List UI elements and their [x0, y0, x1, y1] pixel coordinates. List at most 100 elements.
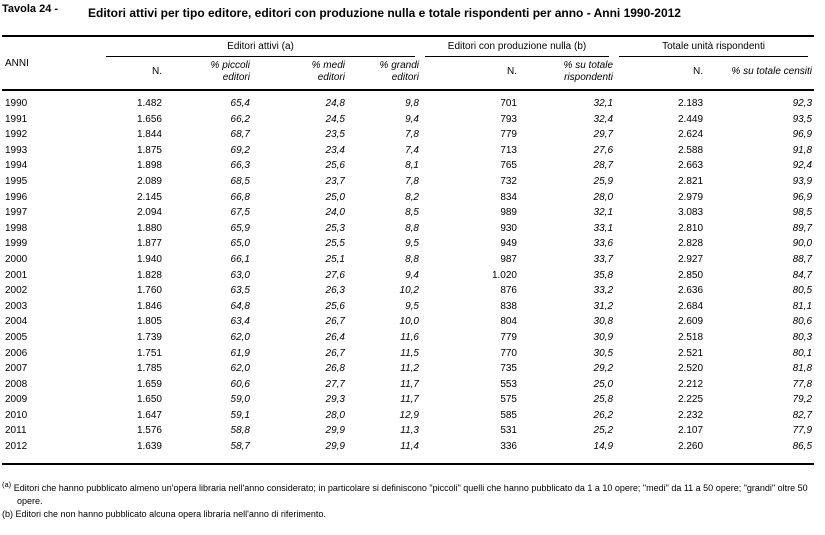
cell-pct-grandi: 7,4: [405, 144, 419, 156]
cell-pct-rispondenti: 28,0: [593, 191, 614, 203]
cell-pct-medi: 24,5: [325, 113, 345, 125]
cell-n-totale: 2.979: [677, 191, 704, 203]
group-label: Totale unità rispondenti: [619, 37, 809, 57]
cell-pct-medi: 29,3: [325, 394, 345, 406]
cell-n-attivi: 1.844: [136, 129, 162, 141]
table-row: 1995 2.089 68,5 23,7 7,8 732 25,9 2.821 93,9: [2, 174, 814, 190]
cell-pct-medi: 25,0: [325, 191, 345, 203]
cell-n-totale: 2.518: [677, 331, 704, 343]
footnote-b-text: Editori che non hanno pubblicato alcuna …: [15, 508, 326, 519]
cell-n-nulla: 989: [500, 207, 517, 219]
cell-n-attivi: 1.656: [136, 113, 162, 125]
cell-pct-rispondenti: 32,1: [593, 98, 614, 109]
cell-pct-piccoli: 65,9: [230, 222, 250, 234]
cell-pct-piccoli: 63,0: [230, 269, 250, 281]
cell-pct-censiti: 77,9: [792, 425, 813, 437]
cell-n-nulla: 553: [500, 378, 517, 390]
cell-n-attivi: 1.751: [136, 347, 162, 359]
cell-pct-piccoli: 67,5: [230, 207, 250, 219]
cell-n-totale: 2.449: [677, 113, 704, 125]
table-number-label: Tavola 24 -: [2, 3, 59, 15]
cell-pct-medi: 26,8: [325, 363, 345, 375]
table-row: 2005 1.739 62,0 26,4 11,6 779 30,9 2.518 80,3: [2, 330, 814, 346]
cell-pct-censiti: 86,5: [792, 441, 813, 453]
table-row: 2001 1.828 63,0 27,6 9,4 1.020 35,8 2.850 84,7: [2, 268, 814, 284]
cell-pct-rispondenti: 33,7: [593, 253, 614, 265]
cell-pct-censiti: 92,3: [792, 98, 813, 109]
cell-pct-grandi: 10,2: [399, 285, 419, 297]
cell-n-totale: 2.663: [677, 160, 704, 172]
cell-n-totale: 2.232: [677, 409, 704, 421]
table-row: 2004 1.805 63,4 26,7 10,0 804 30,8 2.609 80,6: [2, 314, 814, 330]
cell-pct-censiti: 81,8: [792, 363, 813, 375]
cell-year: 2002: [5, 285, 28, 297]
cell-pct-medi: 26,7: [325, 347, 345, 359]
cell-pct-piccoli: 62,0: [230, 331, 250, 343]
column-header-pct-rispondenti: % su totale rispondenti: [519, 57, 616, 91]
footnotes: (a) Editori che hanno pubblicato almeno …: [2, 478, 817, 521]
group-header-row: ANNI Editori attivi (a) Editori con prod…: [2, 37, 814, 91]
table-row: 2006 1.751 61,9 26,7 11,5 770 30,5 2.521 80,1: [2, 346, 814, 362]
cell-pct-censiti: 93,9: [792, 175, 813, 187]
cell-pct-rispondenti: 33,1: [593, 222, 614, 234]
cell-n-totale: 2.927: [677, 253, 704, 265]
cell-pct-rispondenti: 14,9: [593, 441, 614, 453]
cell-pct-piccoli: 58,8: [230, 425, 250, 437]
cell-year: 1999: [5, 238, 28, 250]
table-row: 1991 1.656 66,2 24,5 9,4 793 32,4 2.449 93,5: [2, 112, 814, 128]
cell-year: 1993: [5, 144, 28, 156]
cell-pct-rispondenti: 25,8: [593, 394, 614, 406]
cell-pct-rispondenti: 29,2: [593, 363, 614, 375]
cell-pct-censiti: 84,7: [792, 269, 813, 281]
cell-pct-medi: 29,9: [325, 441, 345, 453]
cell-pct-rispondenti: 32,1: [593, 207, 614, 219]
cell-n-totale: 2.588: [677, 144, 704, 156]
cell-n-nulla: 949: [500, 238, 517, 250]
cell-n-totale: 2.521: [677, 347, 704, 359]
cell-pct-medi: 24,8: [325, 98, 345, 109]
data-table-wrapper: ANNI Editori attivi (a) Editori con prod…: [2, 35, 815, 465]
cell-pct-rispondenti: 31,2: [593, 300, 614, 312]
cell-pct-medi: 26,3: [325, 285, 345, 297]
table-row: 2003 1.846 64,8 25,6 9,5 838 31,2 2.684 81,1: [2, 299, 814, 315]
cell-n-totale: 2.212: [677, 378, 704, 390]
cell-year: 2011: [5, 425, 27, 437]
cell-pct-rispondenti: 32,4: [593, 113, 614, 125]
table-row: 1999 1.877 65,0 25,5 9,5 949 33,6 2.828 90,0: [2, 236, 814, 252]
cell-n-nulla: 701: [500, 98, 517, 109]
cell-pct-medi: 23,7: [325, 175, 345, 187]
group-header-editori-attivi: Editori attivi (a): [102, 37, 421, 57]
cell-pct-medi: 26,7: [325, 316, 345, 328]
cell-pct-censiti: 88,7: [792, 253, 813, 265]
cell-n-attivi: 2.145: [136, 191, 162, 203]
cell-pct-piccoli: 63,4: [230, 316, 250, 328]
cell-n-attivi: 1.760: [136, 285, 162, 297]
column-header-pct-grandi: % grandi editori: [347, 57, 421, 91]
cell-pct-rispondenti: 29,7: [593, 129, 614, 141]
cell-pct-piccoli: 60,6: [230, 378, 250, 390]
footnote-b-marker: (b): [2, 508, 13, 519]
cell-n-nulla: 336: [500, 441, 517, 453]
cell-year: 2001: [5, 269, 28, 281]
cell-n-attivi: 1.805: [136, 316, 162, 328]
cell-year: 1996: [5, 191, 28, 203]
cell-pct-censiti: 89,7: [792, 222, 813, 234]
cell-pct-rispondenti: 33,6: [593, 238, 614, 250]
table-body: 1990 1.482 65,4 24,8 9,8 701 32,1 2.183 92,3 1991…: [2, 90, 814, 463]
footnote-b: (b) Editori che non hanno pubblicato alc…: [2, 508, 817, 521]
cell-pct-medi: 25,6: [325, 160, 345, 172]
cell-year: 1995: [5, 175, 28, 187]
cell-pct-piccoli: 62,0: [230, 363, 250, 375]
cell-n-totale: 2.850: [677, 269, 704, 281]
cell-year: 2010: [5, 409, 28, 421]
cell-n-attivi: 2.089: [136, 175, 162, 187]
cell-pct-piccoli: 66,1: [230, 253, 250, 265]
cell-n-totale: 2.624: [677, 129, 704, 141]
column-header-pct-piccoli: % piccoli editori: [164, 57, 252, 91]
column-header-n-nulla: N.: [421, 57, 519, 91]
cell-pct-grandi: 11,7: [400, 394, 419, 406]
cell-n-nulla: 713: [500, 144, 517, 156]
cell-n-nulla: 575: [500, 394, 517, 406]
cell-pct-medi: 28,0: [325, 409, 345, 421]
cell-pct-grandi: 11,5: [400, 347, 419, 359]
